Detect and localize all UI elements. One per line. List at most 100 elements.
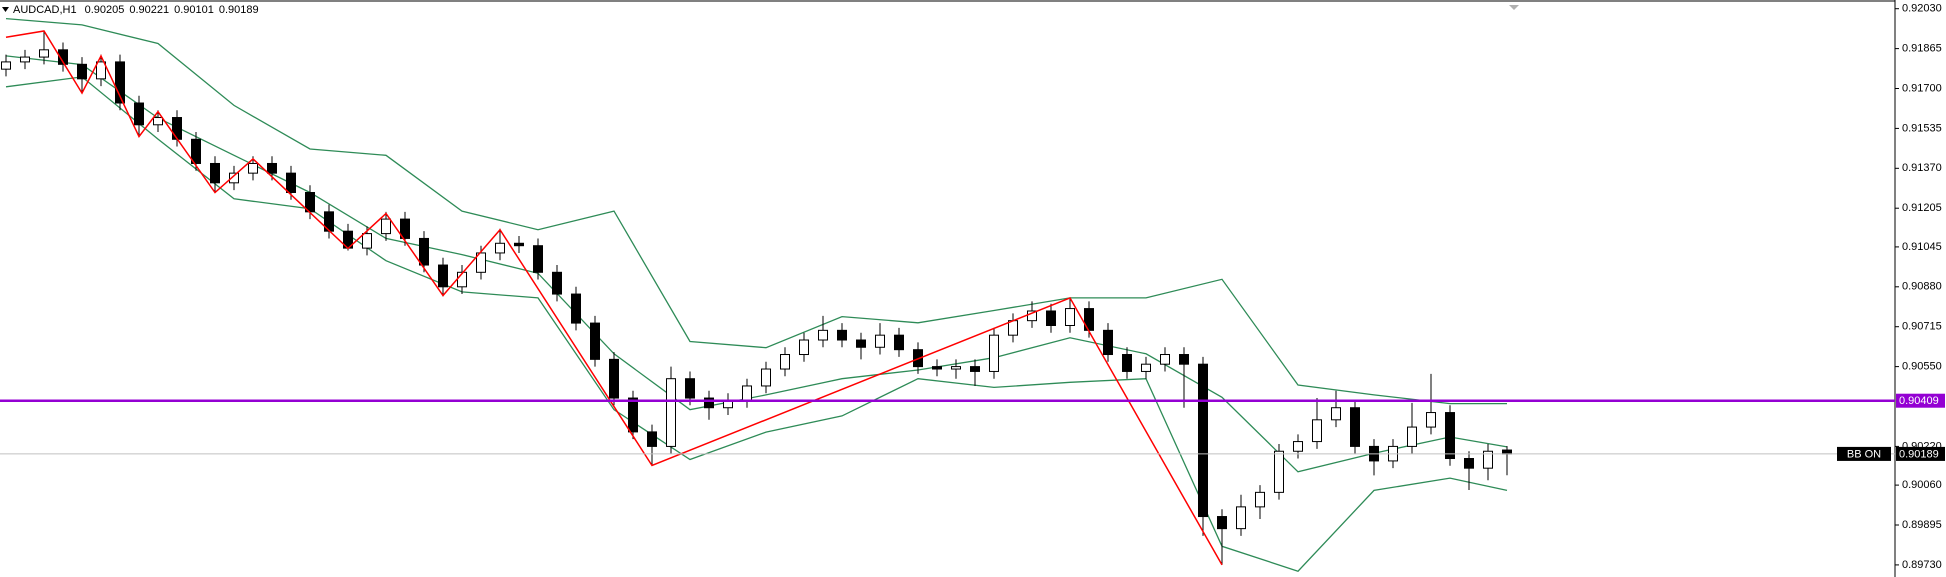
candle-body [1483, 450, 1493, 469]
candle-body [666, 378, 676, 447]
candle-body [1312, 419, 1322, 443]
candle-body [1, 61, 11, 70]
candle-body [495, 242, 505, 254]
bollinger-middle [5, 55, 1508, 473]
candle-body [400, 218, 410, 239]
candle-body [1293, 441, 1303, 452]
candle-body [438, 264, 448, 288]
overlay: 0.90409 0.90189 BB ON [0, 393, 1945, 461]
horizontal-line-label-box [1896, 393, 1945, 408]
bollinger-lower [5, 76, 1508, 572]
y-tick-label: 0.91865 [1902, 43, 1942, 55]
candle-body [533, 245, 543, 273]
candle-body [514, 242, 524, 247]
y-tick-label: 0.91370 [1902, 162, 1942, 174]
candle-body [799, 339, 809, 356]
candle-body [1255, 491, 1265, 508]
candle-body [1046, 310, 1056, 326]
candle-body [1502, 449, 1512, 455]
candle-body [1141, 363, 1151, 372]
candle-body [1350, 407, 1360, 447]
candle-body [1274, 450, 1284, 493]
candle-body [1331, 407, 1341, 421]
candle-body [1464, 458, 1474, 469]
plot-area: 0.92030 0.91865 0.91700 0.91535 0.91370 0.912… [1, 3, 1942, 572]
candle-body [685, 378, 695, 399]
candle-body [571, 293, 581, 324]
open-value: 0.90205 [85, 4, 125, 16]
symbol: AUDCAD,H1 [13, 4, 77, 16]
collapse-arrow[interactable] [2, 7, 9, 12]
candle-body [134, 102, 144, 126]
candle-body [115, 61, 125, 104]
candle-body [780, 354, 790, 370]
candle-body [419, 237, 429, 266]
candle-body [628, 397, 638, 433]
indicator-label-box [1837, 446, 1891, 461]
candle-body [818, 329, 828, 341]
candle-body [362, 233, 372, 249]
candle-body [1160, 354, 1170, 365]
candle-body [96, 61, 106, 80]
high-value: 0.90221 [129, 4, 169, 16]
y-tick-label: 0.89895 [1902, 519, 1942, 531]
candle-body [20, 56, 30, 63]
price-label: 0.90189 [1899, 448, 1939, 460]
candle-body [229, 172, 239, 184]
y-tick-label: 0.90550 [1902, 361, 1942, 373]
candle-body [951, 366, 961, 370]
price-label-box [1896, 446, 1945, 461]
horizontal-line-label: 0.90409 [1899, 395, 1939, 407]
y-tick-label: 0.91535 [1902, 122, 1942, 134]
y-tick-label: 0.89730 [1902, 559, 1942, 571]
scroll-marker [1509, 5, 1519, 10]
indicator-label: BB ON [1847, 448, 1881, 460]
candle-body [970, 366, 980, 372]
candle-body [704, 397, 714, 409]
candle-body [894, 334, 904, 351]
candle-body [58, 49, 68, 65]
candle-body [609, 358, 619, 399]
candle-body [153, 117, 163, 126]
y-tick-label: 0.90880 [1902, 281, 1942, 293]
y-tick-label: 0.90060 [1902, 479, 1942, 491]
zigzag-line [5, 30, 1223, 566]
y-tick-label: 0.92030 [1902, 3, 1942, 15]
candle-body [1407, 426, 1417, 447]
candle-body [1426, 412, 1436, 428]
y-tick-label: 0.91045 [1902, 241, 1942, 253]
candle-body [552, 271, 562, 295]
candle-body [1179, 354, 1189, 365]
close-value: 0.90189 [219, 4, 259, 16]
candle-body [381, 218, 391, 235]
candle-body [172, 117, 182, 140]
candle-body [476, 252, 486, 273]
bollinger-upper [5, 17, 1507, 405]
candle-body [248, 162, 258, 174]
candle-body [1065, 308, 1075, 326]
candle-body [1103, 329, 1113, 356]
candle-body [875, 334, 885, 348]
candle-body [1445, 412, 1455, 460]
candle-body [837, 329, 847, 341]
candle-body [742, 385, 752, 401]
candle-body [39, 49, 49, 58]
candle-body [267, 162, 277, 174]
y-tick-label: 0.91205 [1902, 202, 1942, 214]
candle-body [191, 138, 201, 164]
chart-header: AUDCAD,H1 0.90205 0.90221 0.90101 0.90189 [13, 4, 259, 16]
y-tick-label: 0.91700 [1902, 82, 1942, 94]
candle-body [1236, 506, 1246, 530]
candle-body [761, 368, 771, 387]
candle-body [989, 334, 999, 372]
y-tick-label: 0.90715 [1902, 321, 1942, 333]
low-value: 0.90101 [174, 4, 214, 16]
candle-body [1122, 354, 1132, 372]
candle-body [1198, 363, 1208, 518]
candle-body [932, 366, 942, 370]
candle-body [1008, 320, 1018, 336]
candle-body [590, 322, 600, 360]
